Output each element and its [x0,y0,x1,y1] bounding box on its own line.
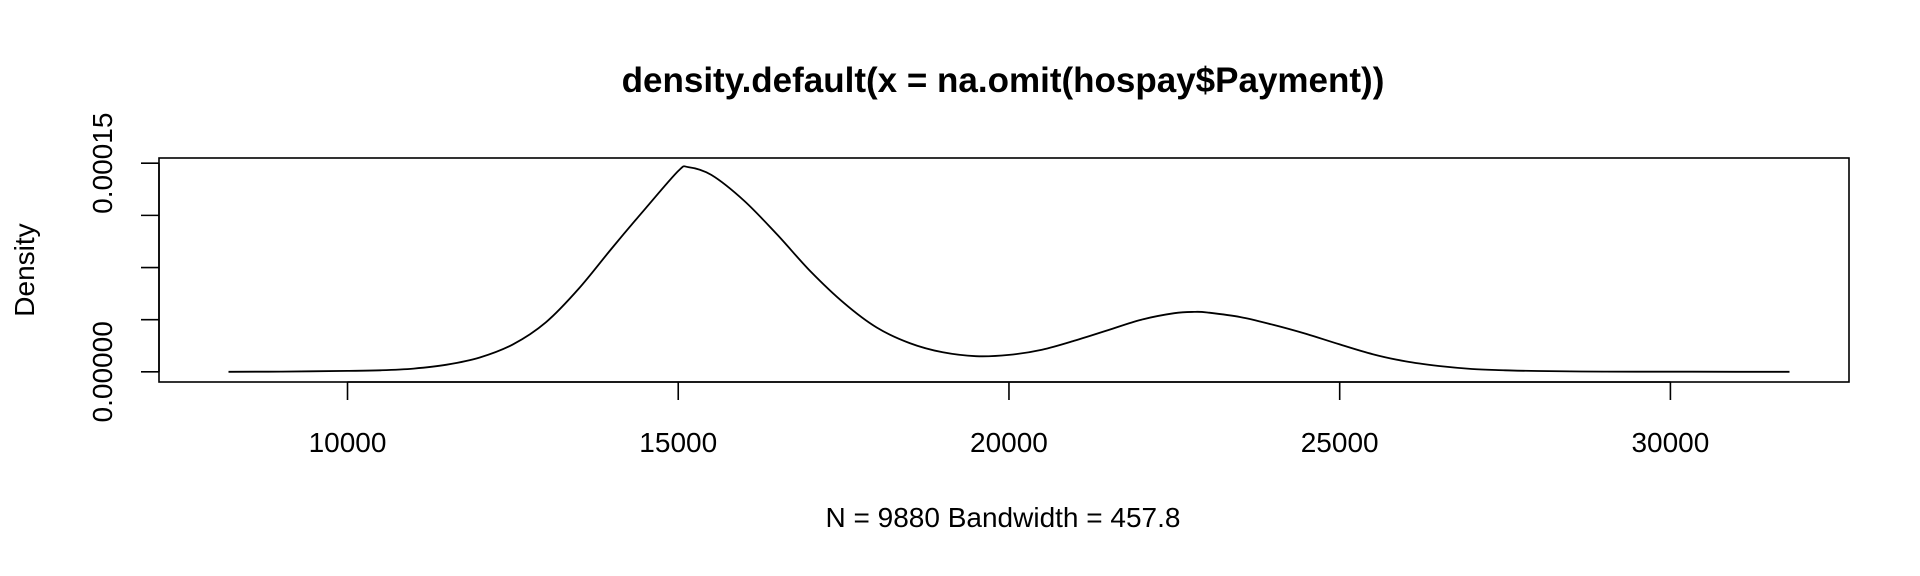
chart-title: density.default(x = na.omit(hospay$Payme… [622,61,1385,100]
x-tick-label: 15000 [639,427,717,458]
x-tick-label: 20000 [970,427,1048,458]
plot-frame [158,157,1850,383]
y-tick-label: 0.00000 [87,321,118,422]
density-curve [228,165,1790,373]
y-axis-label: Density [9,223,40,316]
x-axis-label: N = 9880 Bandwidth = 457.8 [826,502,1181,533]
x-tick-label: 10000 [309,427,387,458]
x-tick-label: 30000 [1631,427,1709,458]
y-axis: 0.00000 0.00015 [87,113,160,422]
x-axis: 10000 15000 20000 25000 30000 [309,381,1709,458]
x-tick-label: 25000 [1301,427,1379,458]
y-tick-label: 0.00015 [87,113,118,214]
